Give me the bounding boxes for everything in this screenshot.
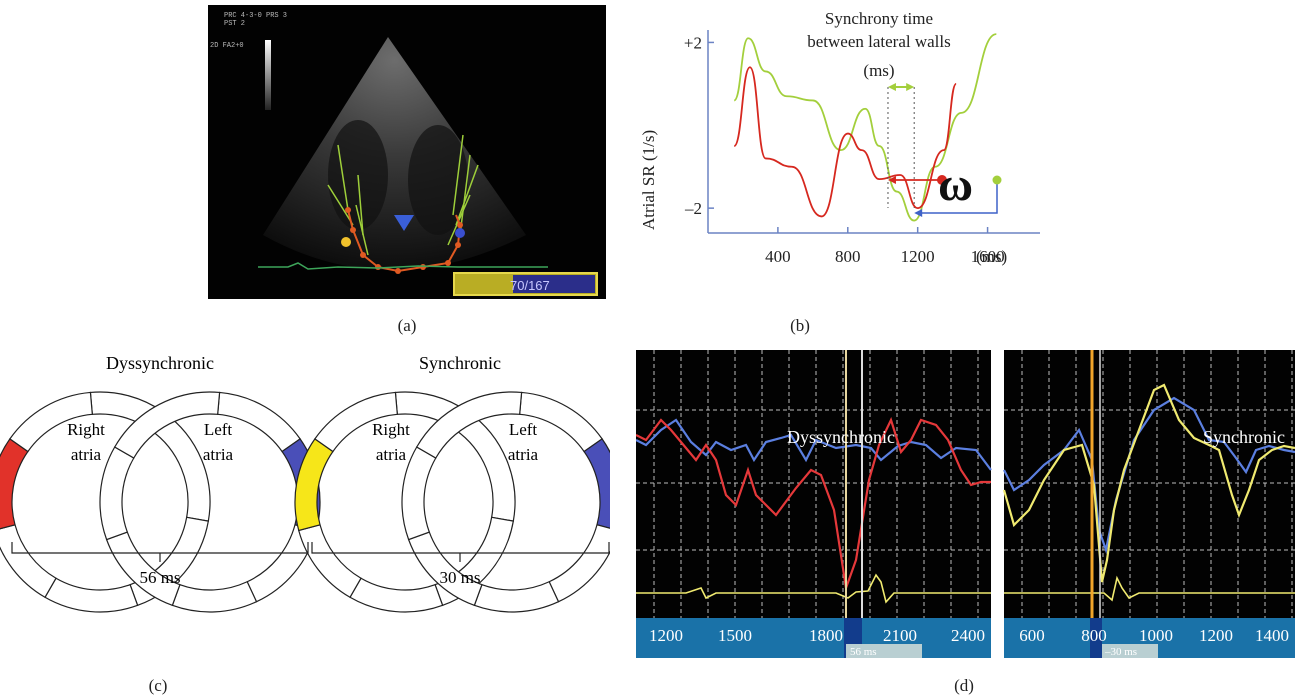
overlay-text-1: PRC 4-3-0 PRS 3: [224, 12, 287, 20]
x-tick-label: 1500: [718, 626, 752, 645]
x-tick-label: 800: [835, 247, 861, 266]
syn-label: Synchronic: [1203, 427, 1285, 447]
syn-plot: 600 800 1000 1200 1400 –30 ms Synchronic: [1002, 350, 1295, 658]
yellow-marker: [341, 237, 351, 247]
annotation-line-3: (ms): [863, 61, 894, 80]
dys-plot: 1200 1500 1800 2100 2400 56 ms Dyssynchronic: [636, 350, 992, 658]
x-axis-unit: (ms): [976, 247, 1007, 266]
gray-scale-bar: [265, 40, 271, 110]
time-box-left-text: 56 ms: [850, 646, 877, 658]
caption-a: (a): [397, 316, 417, 335]
series-lines: [733, 33, 997, 222]
series-line-1: [733, 66, 958, 218]
dys-right-atria-2: atria: [71, 445, 102, 464]
x-tick-label: 800: [1081, 626, 1107, 645]
frame-counter: 70/167: [510, 278, 550, 293]
x-tick-label: 2100: [883, 626, 917, 645]
synchrony-annotation: [887, 83, 1002, 217]
y-axis-label: Atrial SR (1/s): [639, 130, 658, 230]
dys-right-atria-1: Right: [67, 420, 105, 439]
panel-d-strain-plots: 1200 1500 1800 2100 2400 56 ms Dyssynchronic…: [636, 350, 1295, 658]
x-tick-label: 1400: [1255, 626, 1289, 645]
x-axis-bar-left: [636, 618, 991, 658]
dys-time: 56 ms: [139, 568, 180, 587]
overlay-text-3: 2D FA2+0: [210, 42, 244, 50]
caption-c: (c): [148, 676, 168, 695]
x-tick-label: 1600: [971, 247, 1005, 266]
x-tick-label: 1000: [1139, 626, 1173, 645]
syn-right-atria-2: atria: [376, 445, 407, 464]
dys-left-atria-2: atria: [203, 445, 234, 464]
ecg-trace: [258, 262, 548, 270]
blue-strain-curve-left: [636, 418, 992, 471]
annotation-line-2: between lateral walls: [807, 32, 951, 51]
syn-title: Synchronic: [419, 353, 501, 373]
dys-left-atria-1: Left: [204, 420, 233, 439]
caption-d: (d): [954, 676, 974, 695]
triangle-marker: [394, 215, 414, 231]
x-tick-label: 1200: [649, 626, 683, 645]
x-tick-label: 1200: [901, 247, 935, 266]
x-tick-label: 600: [1019, 626, 1045, 645]
axes: 400 800 1200 1600 +2 –2: [684, 30, 1040, 266]
x-tick-label: 2400: [951, 626, 985, 645]
yellow-ecg-right: [1004, 575, 1295, 602]
dys-label: Dyssynchronic: [787, 427, 895, 447]
red-marker: [937, 175, 947, 185]
panel-a-echo-image: 70/167 PRC 4-3-0 PRS 3 PST 2 2D FA2+0: [208, 5, 606, 299]
x-tick-label: 400: [765, 247, 791, 266]
yellow-ecg-left: [636, 573, 991, 604]
x-tick-label: 1200: [1199, 626, 1233, 645]
progress-bar-remaining: [513, 275, 595, 293]
syn-right-atria-1: Right: [372, 420, 410, 439]
yellow-strain-curve-right: [1002, 383, 1295, 583]
overlay-text-2: PST 2: [224, 20, 245, 28]
syn-time: 30 ms: [439, 568, 480, 587]
ultrasound-sector: [263, 37, 526, 270]
synchronic-rings: [294, 391, 610, 613]
annotation-line-1: Synchrony time: [825, 9, 933, 28]
time-box-right-text: –30 ms: [1104, 646, 1137, 658]
caption-b: (b): [790, 316, 810, 335]
syn-left-atria-2: atria: [508, 445, 539, 464]
echo-svg: 70/167 PRC 4-3-0 PRS 3 PST 2 2D FA2+0: [210, 12, 598, 296]
omega-symbol: ω: [938, 158, 973, 211]
dys-title: Dyssynchronic: [106, 353, 214, 373]
time-box-left: [846, 644, 922, 658]
blue-strain-curve-right: [1003, 396, 1295, 555]
y-tick-label: +2: [684, 33, 702, 52]
x-tick-label: 1800: [809, 626, 843, 645]
panel-b-chart: Atrial SR (1/s) 400 800 1200 1600 +2 –2 Synch…: [639, 9, 1040, 266]
y-tick-label: –2: [684, 199, 702, 218]
green-marker: [992, 175, 1002, 185]
time-box-right: [1102, 644, 1158, 658]
tracking-vectors-left: [327, 144, 369, 256]
red-strain-curve-left: [636, 417, 991, 589]
series-line-0: [733, 33, 997, 222]
panel-c-diagram: Dyssynchronic Synchronic 56 ms 30 ms Rig…: [0, 353, 610, 613]
blue-marker: [455, 228, 465, 238]
syn-left-atria-1: Left: [509, 420, 538, 439]
